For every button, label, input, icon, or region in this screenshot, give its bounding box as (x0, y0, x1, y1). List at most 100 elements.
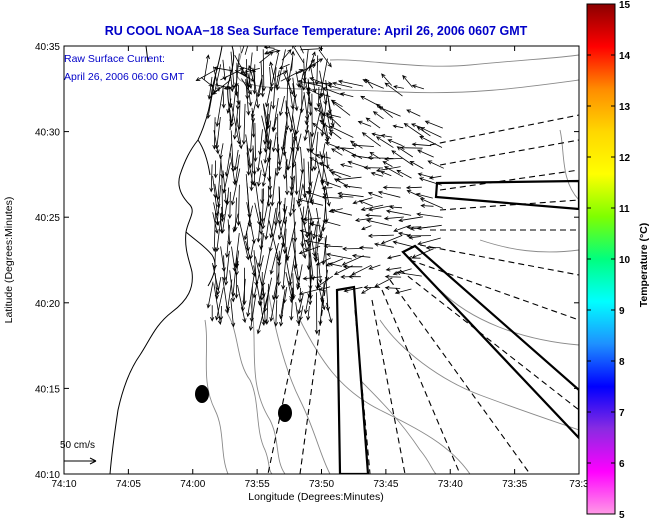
current-vector (225, 279, 233, 312)
x-tick-label: 74:05 (116, 479, 141, 490)
current-vector (308, 222, 321, 227)
radar-site-marker (195, 385, 209, 403)
current-vector (383, 166, 404, 178)
current-vector (288, 175, 296, 218)
current-vector (230, 299, 236, 328)
scale-arrow (64, 457, 97, 465)
current-vector (250, 75, 263, 119)
x-tick-label: 73:3 (569, 479, 589, 490)
current-vector (392, 124, 404, 129)
current-vector (406, 233, 432, 238)
current-vector (319, 92, 331, 97)
current-vector (283, 72, 294, 96)
current-vector (277, 205, 288, 240)
current-vector (218, 143, 224, 160)
colorbar-ticks: 15 14 13 12 11 10 9 8 7 6 5 (587, 0, 631, 519)
current-vector (305, 190, 322, 198)
current-vector (411, 142, 432, 147)
x-tick-label: 73:55 (245, 479, 270, 490)
current-vector (297, 79, 322, 87)
colorbar-tick-label: 14 (619, 51, 631, 62)
current-vector (276, 70, 289, 77)
current-vector (363, 285, 381, 290)
current-vector (200, 76, 214, 87)
current-vector (314, 55, 319, 86)
current-vector (342, 246, 363, 251)
x-tick-label: 74:00 (180, 479, 205, 490)
current-vector (326, 302, 333, 324)
current-vector (248, 113, 254, 154)
current-vector (380, 170, 392, 177)
current-vector (337, 191, 364, 198)
current-vector (292, 83, 299, 112)
current-vector (282, 228, 287, 255)
bathymetry-contours (204, 46, 579, 474)
current-vector (384, 82, 403, 97)
current-vector (374, 277, 393, 288)
current-vector (406, 190, 424, 199)
current-vector (328, 169, 351, 178)
current-vector (402, 74, 413, 88)
current-vector (320, 143, 326, 160)
current-vector (303, 125, 309, 142)
current-vector (230, 168, 241, 206)
current-vector (303, 294, 310, 315)
current-vector (328, 129, 342, 140)
current-vector (239, 68, 260, 75)
current-vector (237, 284, 247, 324)
figure-title: RU COOL NOAA−18 Sea Surface Temperature:… (105, 24, 528, 38)
current-vector (349, 140, 363, 149)
current-vector (290, 50, 295, 71)
current-vector (305, 87, 323, 97)
scale-label: 50 cm/s (60, 440, 95, 451)
current-vector (341, 255, 364, 266)
current-vector (212, 249, 217, 270)
current-vector (215, 116, 221, 150)
current-vector (298, 305, 304, 322)
current-vector (252, 170, 257, 187)
current-vector (271, 67, 277, 110)
current-vector (223, 85, 238, 90)
x-tick-label: 74:10 (51, 479, 76, 490)
current-vector (288, 250, 296, 287)
colorbar-gradient (586, 3, 616, 515)
y-tick-label: 40:10 (35, 470, 60, 481)
current-vector (281, 246, 288, 290)
current-vector (269, 61, 276, 85)
current-vector (427, 160, 444, 169)
current-vector (368, 205, 393, 212)
current-vector (406, 109, 421, 117)
current-vector (263, 120, 272, 164)
current-vector (284, 161, 290, 196)
current-vector (300, 46, 324, 51)
current-vector (272, 116, 277, 132)
current-vector (322, 219, 341, 226)
current-vector (307, 81, 333, 86)
current-vector (280, 69, 304, 82)
current-vector (234, 274, 239, 299)
current-vector (367, 233, 394, 238)
current-vector (239, 221, 250, 261)
current-vector (264, 283, 270, 326)
current-vector (281, 48, 292, 61)
current-vector (316, 208, 323, 239)
current-vector (386, 254, 401, 260)
current-vector (328, 262, 342, 267)
current-vector (216, 277, 222, 296)
current-vector (383, 216, 404, 221)
y-tick-label: 40:35 (35, 42, 60, 53)
current-vector (233, 149, 239, 171)
current-vector (416, 212, 443, 218)
current-vector (337, 79, 364, 87)
current-vector (363, 165, 384, 170)
colorbar-tick-label: 10 (619, 255, 631, 266)
x-axis-label: Longitude (Degrees:Minutes) (248, 491, 383, 503)
current-vector (262, 285, 268, 324)
current-vector (389, 205, 403, 210)
colorbar-label: Temperature (°C) (638, 223, 650, 308)
colorbar-tick-label: 12 (619, 153, 631, 164)
current-vector (319, 119, 331, 130)
current-vector (256, 148, 262, 173)
current-vector (298, 73, 304, 89)
current-vector (418, 177, 442, 186)
